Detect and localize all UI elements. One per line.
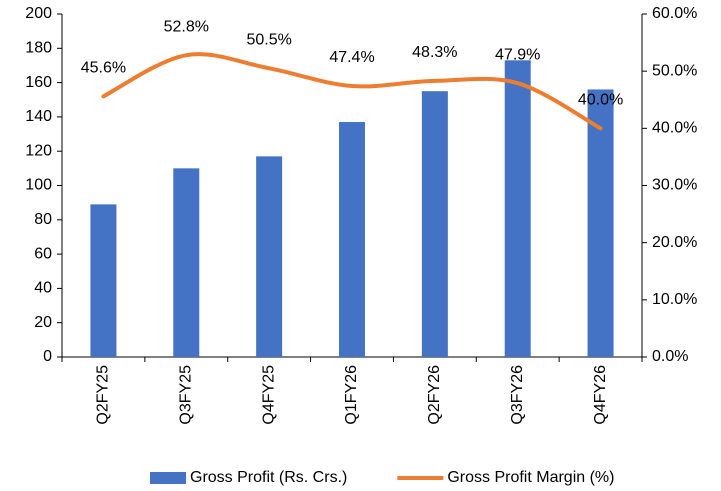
x-tick-label: Q3FY25 (178, 365, 195, 425)
x-tick-label: Q1FY26 (343, 365, 360, 425)
bar (256, 156, 283, 357)
y-tick-label: 140 (25, 108, 52, 125)
x-tick-label: Q2FY25 (95, 365, 112, 425)
x-tick-label: Q4FY26 (592, 365, 609, 425)
bar (90, 204, 117, 357)
x-tick-label: Q3FY26 (509, 365, 526, 425)
y2-tick-label: 20.0% (652, 234, 697, 251)
x-tick-label: Q2FY26 (426, 365, 443, 425)
bar (339, 122, 365, 357)
y2-tick-label: 50.0% (652, 62, 697, 79)
y2-tick-label: 0.0% (652, 348, 688, 365)
data-label: 48.3% (412, 44, 457, 61)
data-label: 47.4% (329, 49, 374, 66)
y-tick-label: 20 (34, 314, 52, 331)
y-tick-label: 80 (34, 211, 52, 228)
data-label: 45.6% (81, 60, 126, 77)
legend-label: Gross Profit (Rs. Crs.) (190, 469, 347, 486)
y2-tick-label: 30.0% (652, 177, 697, 194)
y-tick-label: 160 (25, 74, 52, 91)
y-tick-label: 40 (34, 280, 52, 297)
y2-tick-label: 40.0% (652, 120, 697, 137)
y-tick-label: 100 (25, 177, 52, 194)
bar (173, 168, 200, 357)
x-tick-label: Q4FY25 (260, 365, 277, 425)
bar (587, 89, 614, 358)
line (101, 52, 603, 131)
bar (504, 60, 531, 358)
y2-tick-label: 60.0% (652, 5, 697, 22)
y-tick-label: 180 (25, 40, 52, 57)
y-tick-label: 60 (34, 245, 52, 262)
legend-label: Gross Profit Margin (%) (447, 469, 614, 486)
y-tick-label: 200 (25, 5, 52, 22)
y-tick-label: 120 (25, 142, 52, 159)
y2-tick-label: 10.0% (652, 291, 697, 308)
data-label: 50.5% (246, 32, 291, 49)
y-tick-label: 0 (43, 348, 52, 365)
bar (421, 91, 448, 358)
legend-swatch (150, 472, 186, 484)
data-label: 40.0% (578, 92, 623, 109)
data-label: 47.9% (495, 46, 540, 63)
data-label: 52.8% (164, 18, 209, 35)
